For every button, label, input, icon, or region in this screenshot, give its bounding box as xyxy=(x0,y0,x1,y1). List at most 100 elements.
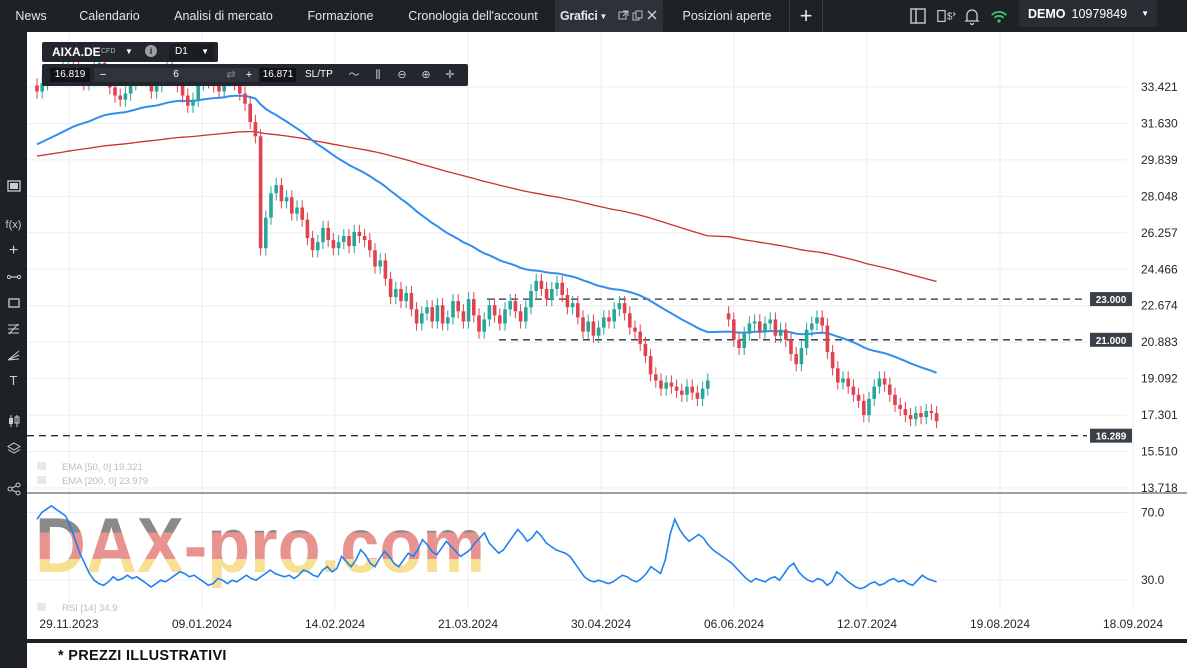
candle xyxy=(123,86,128,107)
bell-icon[interactable] xyxy=(962,6,982,26)
candle xyxy=(934,405,939,429)
layers-icon[interactable] xyxy=(4,439,23,458)
quantity-stepper[interactable]: − 6 ⇄ + xyxy=(94,68,258,82)
indicators-icon[interactable]: ⫼ xyxy=(375,69,381,81)
tab-analisi-di-mercato[interactable]: Analisi di mercato xyxy=(157,0,290,32)
candle xyxy=(487,298,492,327)
account-selector[interactable]: DEMO 10979849 ▼ xyxy=(1019,0,1157,27)
candle xyxy=(622,296,627,321)
candle xyxy=(316,234,320,258)
price-chart[interactable]: DAX-pro.com 70.0 30.0 33.421 31.630 29.839 2… xyxy=(27,32,1187,639)
plus-icon[interactable]: + xyxy=(245,69,253,81)
tab-cronologia-account[interactable]: Cronologia dell'account xyxy=(391,0,555,32)
close-icon[interactable] xyxy=(647,10,657,20)
candle xyxy=(789,332,793,362)
date-tick-label: 14.02.2024 xyxy=(305,617,365,631)
candle xyxy=(581,310,585,339)
currency-exchange-icon[interactable]: $ xyxy=(936,6,956,26)
candle xyxy=(565,287,570,315)
ema50-layer xyxy=(36,94,937,374)
swap-icon[interactable]: ⇄ xyxy=(226,69,236,81)
candle xyxy=(820,310,824,333)
candle xyxy=(498,308,502,331)
legend-toggle-icon[interactable] xyxy=(37,603,46,611)
candle xyxy=(300,200,304,227)
candle xyxy=(747,316,752,341)
tab-grafici[interactable]: Grafici ▼ xyxy=(555,0,663,32)
price-tick-label: 20.883 xyxy=(1141,335,1178,349)
zoom-in-icon[interactable]: ⊕ xyxy=(421,69,431,81)
candle xyxy=(898,397,902,417)
chart-window-icon[interactable] xyxy=(4,176,23,195)
price-tick-label: 13.718 xyxy=(1141,481,1178,495)
popout-icon[interactable] xyxy=(618,10,629,21)
tab-news[interactable]: News xyxy=(0,0,62,32)
candle xyxy=(331,232,336,256)
buy-price-button[interactable]: 16.871 xyxy=(260,68,296,82)
candle xyxy=(758,314,762,339)
timeframe-select[interactable]: D1 ▼ xyxy=(169,44,214,60)
chart-footer-bar xyxy=(27,639,1187,643)
share-icon[interactable] xyxy=(4,479,23,498)
zoom-out-icon[interactable]: ⊖ xyxy=(397,69,407,81)
layout-icon[interactable] xyxy=(908,6,928,26)
rsi-tick-label: 70.0 xyxy=(1141,506,1165,520)
pitchfork-icon[interactable] xyxy=(4,345,23,364)
candle xyxy=(477,308,481,339)
chevron-down-icon: ▼ xyxy=(201,47,209,56)
candle xyxy=(357,224,362,244)
candle xyxy=(539,273,544,297)
candle xyxy=(851,379,856,402)
top-navigation-bar: News Calendario Analisi di mercato Forma… xyxy=(0,0,1187,32)
chevron-down-icon[interactable]: ▼ xyxy=(599,11,608,21)
info-icon[interactable]: i xyxy=(145,45,157,57)
sell-price: 16.819 xyxy=(54,69,86,80)
sell-price-button[interactable]: 16.819 xyxy=(50,68,90,82)
candle xyxy=(570,296,575,315)
candle xyxy=(825,318,830,360)
tab-posizioni-aperte[interactable]: Posizioni aperte xyxy=(665,0,789,32)
candle xyxy=(503,302,507,331)
add-tab-button[interactable]: + xyxy=(790,0,822,32)
candle xyxy=(862,393,866,423)
rectangle-tool-icon[interactable] xyxy=(4,293,23,312)
crosshair-icon[interactable]: ✛ xyxy=(445,69,455,81)
candle xyxy=(778,322,783,343)
horizontal-line-icon[interactable] xyxy=(4,267,23,286)
candle xyxy=(466,291,471,329)
chevron-down-icon[interactable]: ▼ xyxy=(125,47,133,56)
candle xyxy=(737,332,741,356)
tab-formazione-label: Formazione xyxy=(307,9,374,23)
legend-toggle-icon[interactable] xyxy=(37,476,46,484)
candle xyxy=(841,371,845,390)
minus-icon[interactable]: − xyxy=(99,69,107,81)
candle xyxy=(591,314,596,343)
tab-formazione[interactable]: Formazione xyxy=(292,0,389,32)
candle xyxy=(269,186,273,225)
tab-divider xyxy=(789,0,790,32)
sltp-button[interactable]: SL/TP xyxy=(305,69,333,80)
crosshair-plus-icon[interactable]: + xyxy=(8,241,19,259)
candle xyxy=(846,371,850,394)
function-icon[interactable]: f(x) xyxy=(5,218,22,231)
legend-toggle-icon[interactable] xyxy=(37,462,46,470)
candle xyxy=(628,306,632,335)
candle xyxy=(326,220,330,248)
fibonacci-icon[interactable] xyxy=(4,319,23,338)
price-axis: 33.421 31.630 29.839 28.048 26.257 24.466 22.6… xyxy=(1141,80,1178,495)
candle xyxy=(690,379,694,400)
candle xyxy=(35,78,39,99)
duplicate-icon[interactable] xyxy=(632,10,643,21)
price-tick-label: 28.048 xyxy=(1141,189,1178,203)
candle-type-icon[interactable] xyxy=(4,411,23,430)
candle xyxy=(763,316,767,339)
wifi-icon xyxy=(991,11,1007,23)
quantity-value[interactable]: 6 xyxy=(173,69,179,80)
symbol-name[interactable]: AIXA.DE xyxy=(52,45,101,59)
tab-calendario[interactable]: Calendario xyxy=(64,0,155,32)
level-tag-label: 21.000 xyxy=(1096,336,1127,347)
line-chart-icon[interactable]: 〜 xyxy=(348,69,360,81)
price-tick-label: 22.674 xyxy=(1141,299,1178,313)
text-tool-icon[interactable]: T xyxy=(9,373,18,388)
candle xyxy=(295,200,299,221)
